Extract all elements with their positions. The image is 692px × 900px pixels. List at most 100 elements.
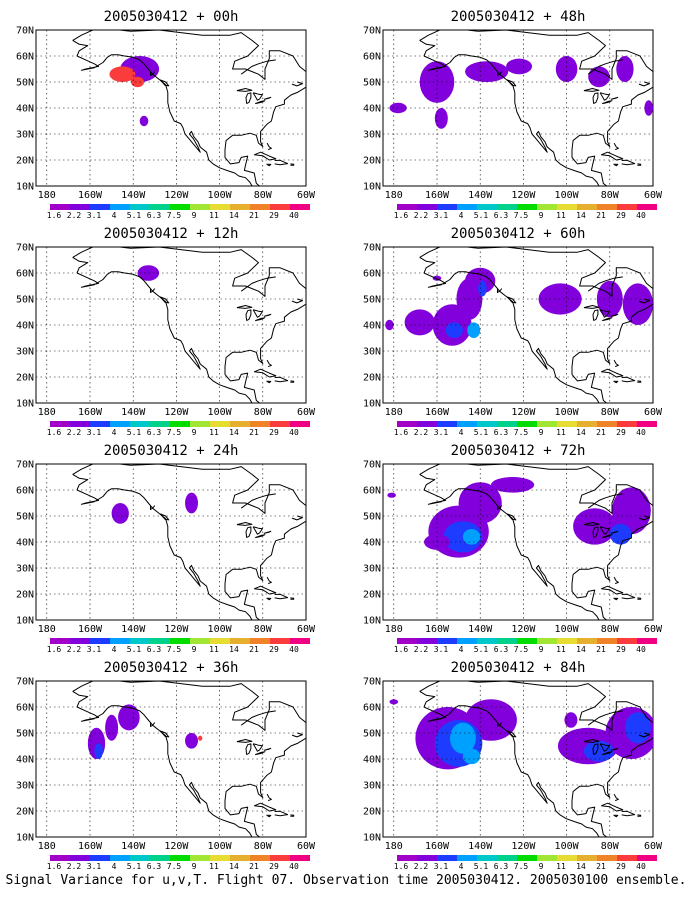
map-body — [36, 247, 322, 403]
colorbar-swatch — [497, 855, 517, 861]
coastline — [72, 30, 306, 186]
coastline — [76, 705, 253, 837]
lon-tick-label: 100W — [555, 624, 580, 635]
lon-tick-label: 100W — [555, 190, 580, 201]
lat-tick-label: 60N — [16, 486, 34, 497]
variance-shading — [583, 740, 615, 762]
lat-tick-label: 70N — [363, 677, 381, 688]
colorbar-label: 7.5 — [167, 211, 182, 220]
lon-tick-label: 180 — [38, 841, 56, 852]
colorbar-swatch — [597, 855, 617, 861]
coastline — [266, 359, 272, 368]
coastline — [599, 526, 610, 535]
lon-tick-label: 80W — [601, 407, 620, 418]
variance-shading — [445, 322, 463, 338]
colorbar-swatch — [397, 855, 417, 861]
coastline — [592, 92, 599, 105]
map-panel: 2005030412 + 00h 180 160W 140W 120W 100W 80W 60… — [16, 9, 316, 220]
coastline — [255, 751, 266, 756]
coastline — [236, 739, 253, 743]
colorbar-swatch — [270, 638, 290, 644]
colorbar-label: 40 — [636, 862, 646, 871]
colorbar-swatch — [150, 855, 170, 861]
lat-tick-label: 50N — [16, 512, 34, 523]
colorbar-label: 3.1 — [87, 211, 102, 220]
colorbar-label: 7.5 — [167, 862, 182, 871]
colorbar-label: 3.1 — [434, 428, 449, 437]
coastline — [254, 585, 277, 595]
colorbar-label: 11 — [556, 428, 566, 437]
colorbar-swatch — [250, 204, 270, 210]
variance-shading — [462, 529, 481, 545]
colorbar-swatch — [230, 421, 250, 427]
variance-shading — [465, 267, 496, 294]
coastline — [638, 81, 650, 87]
colorbar-label: 40 — [636, 428, 646, 437]
coastline — [307, 295, 322, 307]
colorbar-label: 7.5 — [167, 428, 182, 437]
lat-tick-label: 10N — [16, 833, 34, 844]
coastline — [419, 39, 436, 57]
colorbar-swatch — [537, 421, 557, 427]
colorbar-label: 14 — [229, 645, 239, 654]
colorbar-swatch — [70, 638, 90, 644]
coastline — [236, 305, 253, 309]
coastline — [252, 92, 263, 101]
lon-tick-label: 60W — [644, 407, 663, 418]
colorbar-label: 4 — [112, 428, 117, 437]
colorbar-label: 1.6 — [394, 862, 409, 871]
colorbar-label: 29 — [269, 428, 279, 437]
coastline — [274, 810, 289, 817]
colorbar-label: 29 — [616, 645, 626, 654]
colorbar-swatch — [230, 638, 250, 644]
lat-tick-label: 50N — [16, 295, 34, 306]
variance-shading — [131, 76, 144, 88]
colorbar-label: 5.1 — [127, 645, 142, 654]
colorbar: 1.6 2.2 3.1 4 5.1 6.3 7.5 9 11 14 21 29 40 — [47, 638, 310, 654]
colorbar-swatch — [517, 855, 537, 861]
colorbar-swatch — [150, 204, 170, 210]
colorbar-swatch — [230, 204, 250, 210]
variance-shading — [462, 748, 481, 765]
colorbar-label: 7.5 — [514, 645, 529, 654]
coastline — [150, 288, 156, 293]
coastline — [72, 464, 306, 620]
colorbar-label: 7.5 — [514, 211, 529, 220]
colorbar-label: 21 — [249, 862, 259, 871]
colorbar-label: 5.1 — [127, 862, 142, 871]
colorbar-swatch — [477, 421, 497, 427]
coastline — [602, 534, 613, 539]
colorbar-label: 21 — [596, 645, 606, 654]
lat-tick-label: 20N — [363, 373, 381, 384]
coastline — [150, 722, 156, 727]
coastline — [613, 814, 619, 818]
colorbar-swatch — [170, 638, 190, 644]
colorbar-label: 21 — [596, 211, 606, 220]
coastline — [307, 512, 322, 524]
coastline — [613, 380, 619, 384]
coastline — [506, 296, 517, 304]
lat-tick-label: 40N — [16, 104, 34, 115]
colorbar-swatch — [417, 855, 437, 861]
colorbar-label: 9 — [539, 645, 544, 654]
colorbar-label: 3.1 — [434, 862, 449, 871]
coastline — [599, 309, 610, 318]
colorbar-label: 2.2 — [414, 428, 429, 437]
lat-tick-label: 50N — [16, 729, 34, 740]
coastline — [72, 690, 89, 708]
coastline — [497, 505, 503, 510]
coastline — [236, 88, 253, 92]
lat-tick-label: 60N — [363, 52, 381, 63]
colorbar-label: 40 — [289, 211, 299, 220]
coastline — [291, 515, 303, 521]
coastline — [266, 576, 272, 585]
lon-tick-label: 180 — [385, 624, 403, 635]
colorbar-swatch — [210, 638, 230, 644]
lon-tick-label: 160W — [425, 190, 450, 201]
coastline — [587, 710, 623, 726]
variance-shading — [588, 66, 610, 88]
variance-shading — [564, 712, 578, 728]
colorbar-label: 4 — [112, 645, 117, 654]
colorbar-label: 3.1 — [87, 862, 102, 871]
